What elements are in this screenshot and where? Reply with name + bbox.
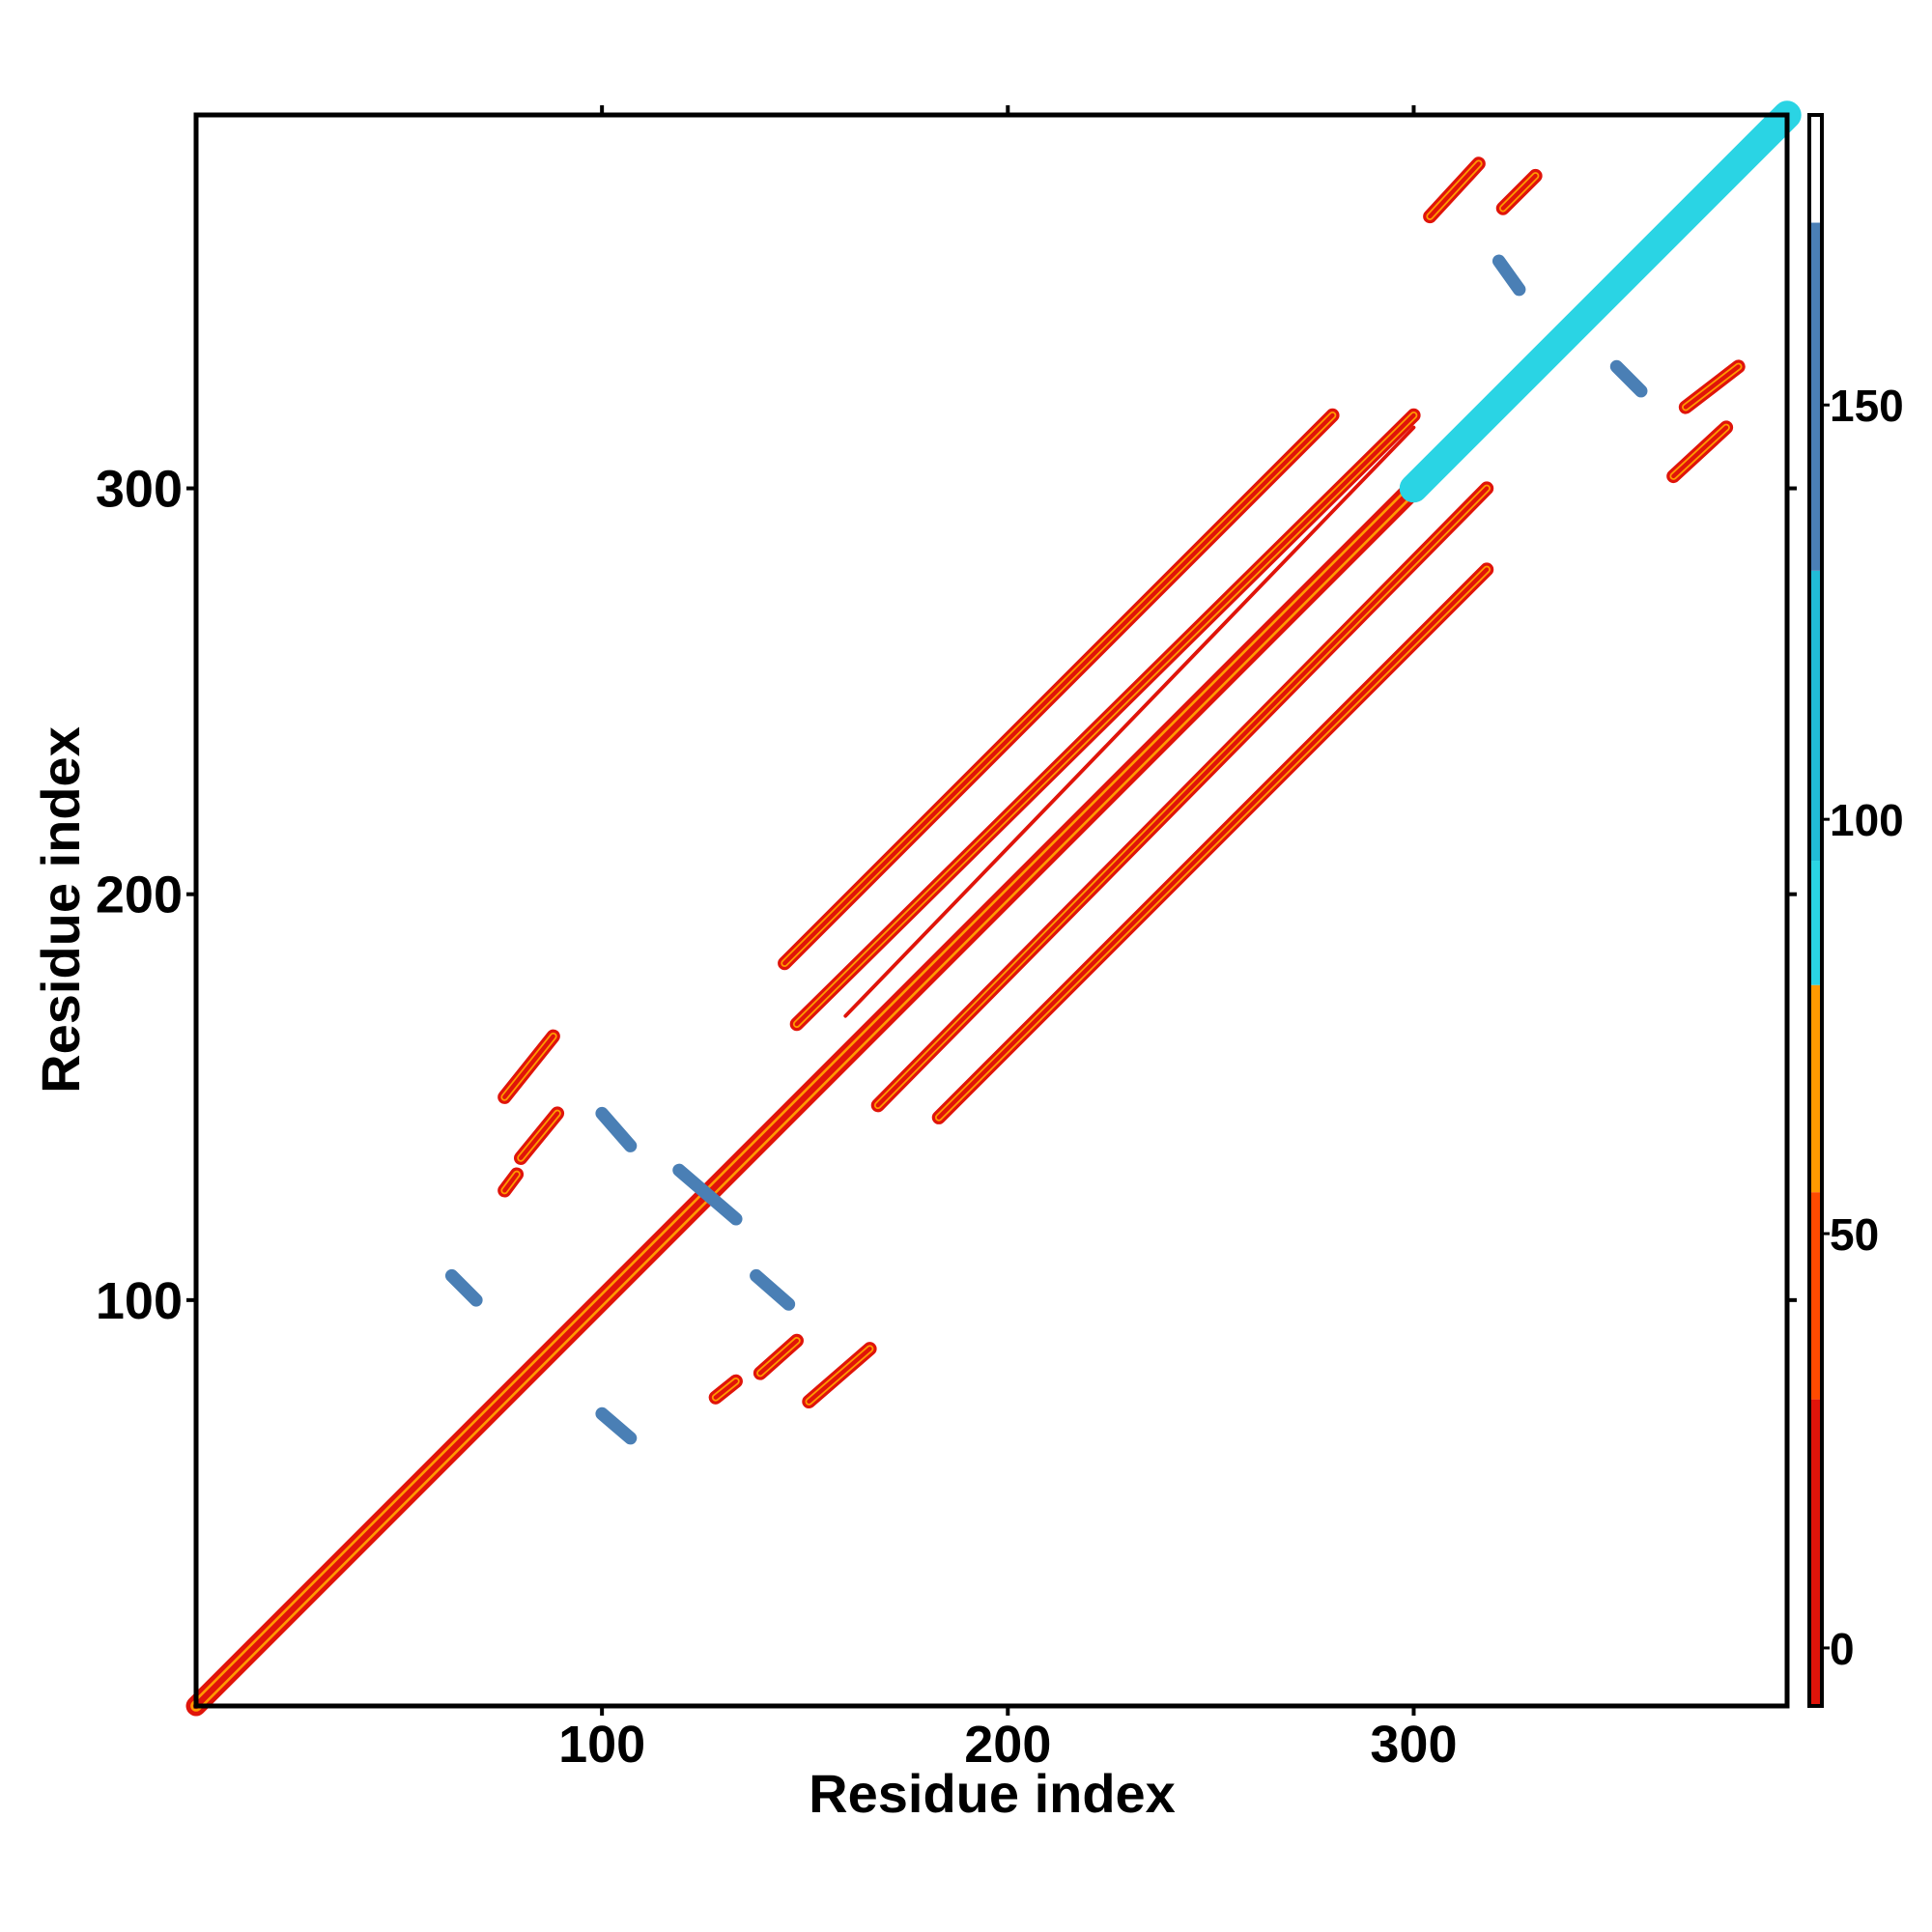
colorbar-tick-label: 0	[1830, 1624, 1855, 1674]
heatmap-feature-anti	[595, 1406, 638, 1445]
y-tick-label: 300	[96, 461, 183, 519]
colorbar-band	[1809, 115, 1822, 223]
colorbar-band	[1809, 222, 1822, 571]
colorbar-tick-label: 150	[1830, 381, 1904, 431]
heatmap-feature-faint-line	[843, 425, 1416, 1018]
heatmap-feature-core	[1500, 173, 1538, 211]
colorbar-band	[1809, 984, 1822, 1193]
heatmap-feature-core	[502, 1172, 520, 1193]
x-tick-label: 100	[558, 1716, 645, 1774]
x-tick-label: 300	[1370, 1716, 1457, 1774]
colorbar-band	[1809, 861, 1822, 985]
heatmap-feature-anti	[750, 1268, 796, 1311]
heatmap-feature-core	[1683, 364, 1741, 410]
heatmap-feature-core	[875, 486, 1490, 1108]
colorbar-frame	[1807, 113, 1824, 1708]
heatmap-feature-core	[936, 567, 1490, 1120]
y-tick-label: 200	[96, 867, 183, 924]
heatmap-feature-core	[1428, 161, 1481, 219]
heatmap-feature-anti	[672, 1163, 743, 1226]
colorbar-band	[1809, 570, 1822, 862]
heatmap-feature-anti	[1609, 359, 1648, 398]
heatmap-feature-core	[782, 412, 1335, 966]
axes: 100 200 300 100 200 300	[96, 105, 1797, 1774]
colorbar-band	[1809, 1399, 1822, 1706]
colorbar-tick-label: 50	[1830, 1209, 1879, 1260]
x-axis-title: Residue index	[809, 1763, 1176, 1824]
heatmap-feature-core	[807, 1347, 872, 1405]
plot-frame	[193, 112, 1790, 1709]
y-axis-title: Residue index	[30, 726, 91, 1094]
heatmap-cells	[185, 100, 1802, 1717]
heatmap-feature-core	[757, 1338, 799, 1376]
heatmap-feature-core	[794, 412, 1416, 1027]
colorbar-band	[1809, 1192, 1822, 1400]
heatmap-feature-core	[518, 1111, 560, 1160]
heatmap-feature-anti	[444, 1268, 483, 1307]
heatmap-feature-anti	[595, 1106, 638, 1152]
heatmap-feature-anti	[1492, 254, 1526, 297]
y-tick-label: 100	[96, 1272, 183, 1330]
heatmap-feature-core	[502, 1034, 555, 1099]
heatmap-feature-helix-blob	[1399, 100, 1802, 503]
x-tick-label: 200	[964, 1716, 1051, 1774]
colorbar-tick-label: 100	[1830, 795, 1904, 845]
heatmap-feature-core	[713, 1378, 738, 1400]
heatmap-feature-core	[1671, 425, 1729, 479]
colorbar: 0 50 100 150	[1807, 113, 1904, 1708]
